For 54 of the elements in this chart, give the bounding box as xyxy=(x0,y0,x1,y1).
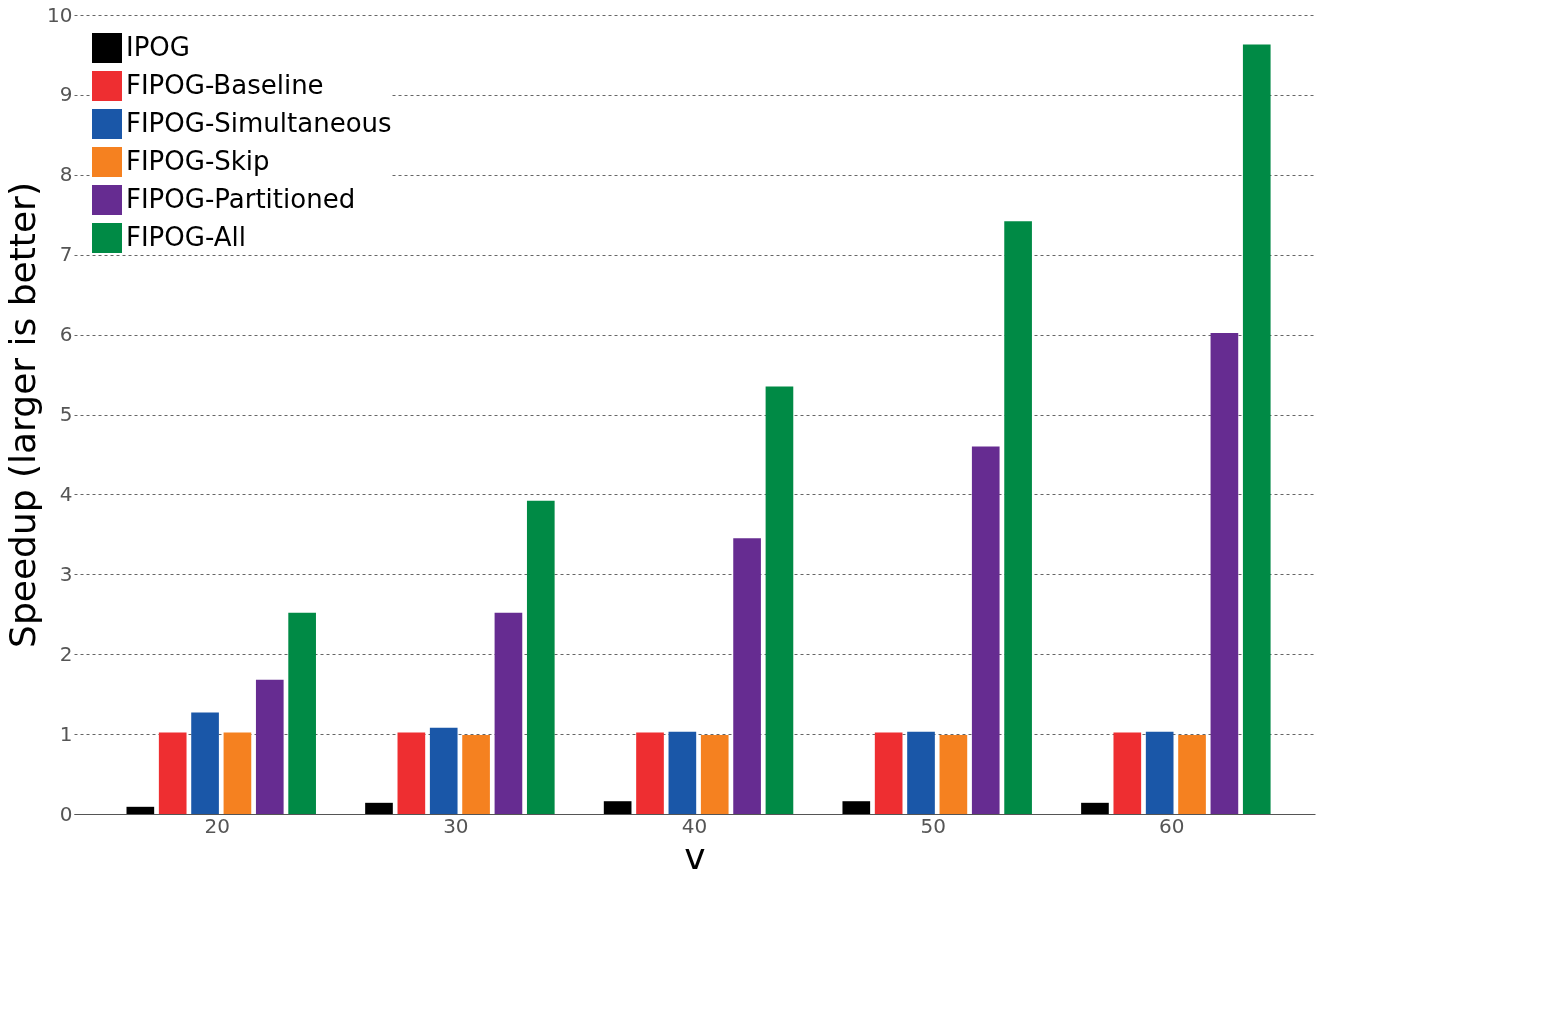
x-tick-label: 50 xyxy=(920,813,946,838)
bar xyxy=(1113,732,1142,814)
bar xyxy=(462,734,490,814)
bar xyxy=(700,734,729,814)
y-tick-label: 0 xyxy=(59,801,73,826)
y-axis-title: Speedup (larger is better) xyxy=(2,182,44,648)
bar xyxy=(1210,333,1239,814)
y-tick-label: 6 xyxy=(59,322,73,347)
bar xyxy=(765,386,794,814)
bar xyxy=(668,731,697,814)
bar xyxy=(939,734,968,814)
bar xyxy=(907,731,935,814)
legend-label: FIPOG-Baseline xyxy=(126,70,324,100)
bar xyxy=(191,712,219,814)
bar xyxy=(365,802,393,814)
y-tick-label: 4 xyxy=(59,481,73,506)
bar xyxy=(1081,802,1109,814)
legend-label: IPOG xyxy=(126,32,190,62)
bar xyxy=(429,727,458,814)
bar xyxy=(158,732,187,814)
bar xyxy=(255,679,284,814)
legend-label: FIPOG-Simultaneous xyxy=(126,108,392,138)
y-tick-label: 3 xyxy=(59,561,73,586)
bar xyxy=(1004,221,1032,814)
y-tick-label: 10 xyxy=(47,2,73,27)
bar xyxy=(494,612,523,814)
bar xyxy=(874,732,903,814)
y-tick-label: 1 xyxy=(59,721,73,746)
bar xyxy=(397,732,426,814)
bar xyxy=(636,732,664,814)
bar xyxy=(223,732,252,814)
bar xyxy=(603,801,632,814)
bar xyxy=(733,538,761,814)
bar xyxy=(126,806,155,814)
bar xyxy=(288,612,316,814)
y-tick-label: 2 xyxy=(59,641,73,666)
bar xyxy=(1242,44,1271,814)
y-tick-label: 9 xyxy=(59,82,73,107)
y-tick-label: 7 xyxy=(59,242,73,267)
bar xyxy=(971,446,1000,814)
legend-label: FIPOG-Skip xyxy=(126,146,270,176)
y-tick-label: 5 xyxy=(59,402,73,426)
x-tick-label: 40 xyxy=(681,813,708,838)
x-tick-label: 30 xyxy=(443,813,469,838)
x-tick-label: 60 xyxy=(1159,813,1185,838)
x-tick-label: 20 xyxy=(204,813,230,838)
legend-label: FIPOG-All xyxy=(126,222,246,252)
bar xyxy=(1178,734,1206,814)
y-tick-label: 8 xyxy=(59,162,73,187)
bar xyxy=(842,801,871,814)
bar xyxy=(526,500,555,814)
legend-label: FIPOG-Partitioned xyxy=(126,184,356,214)
bar xyxy=(1145,731,1174,814)
x-axis-title: v xyxy=(684,835,706,877)
